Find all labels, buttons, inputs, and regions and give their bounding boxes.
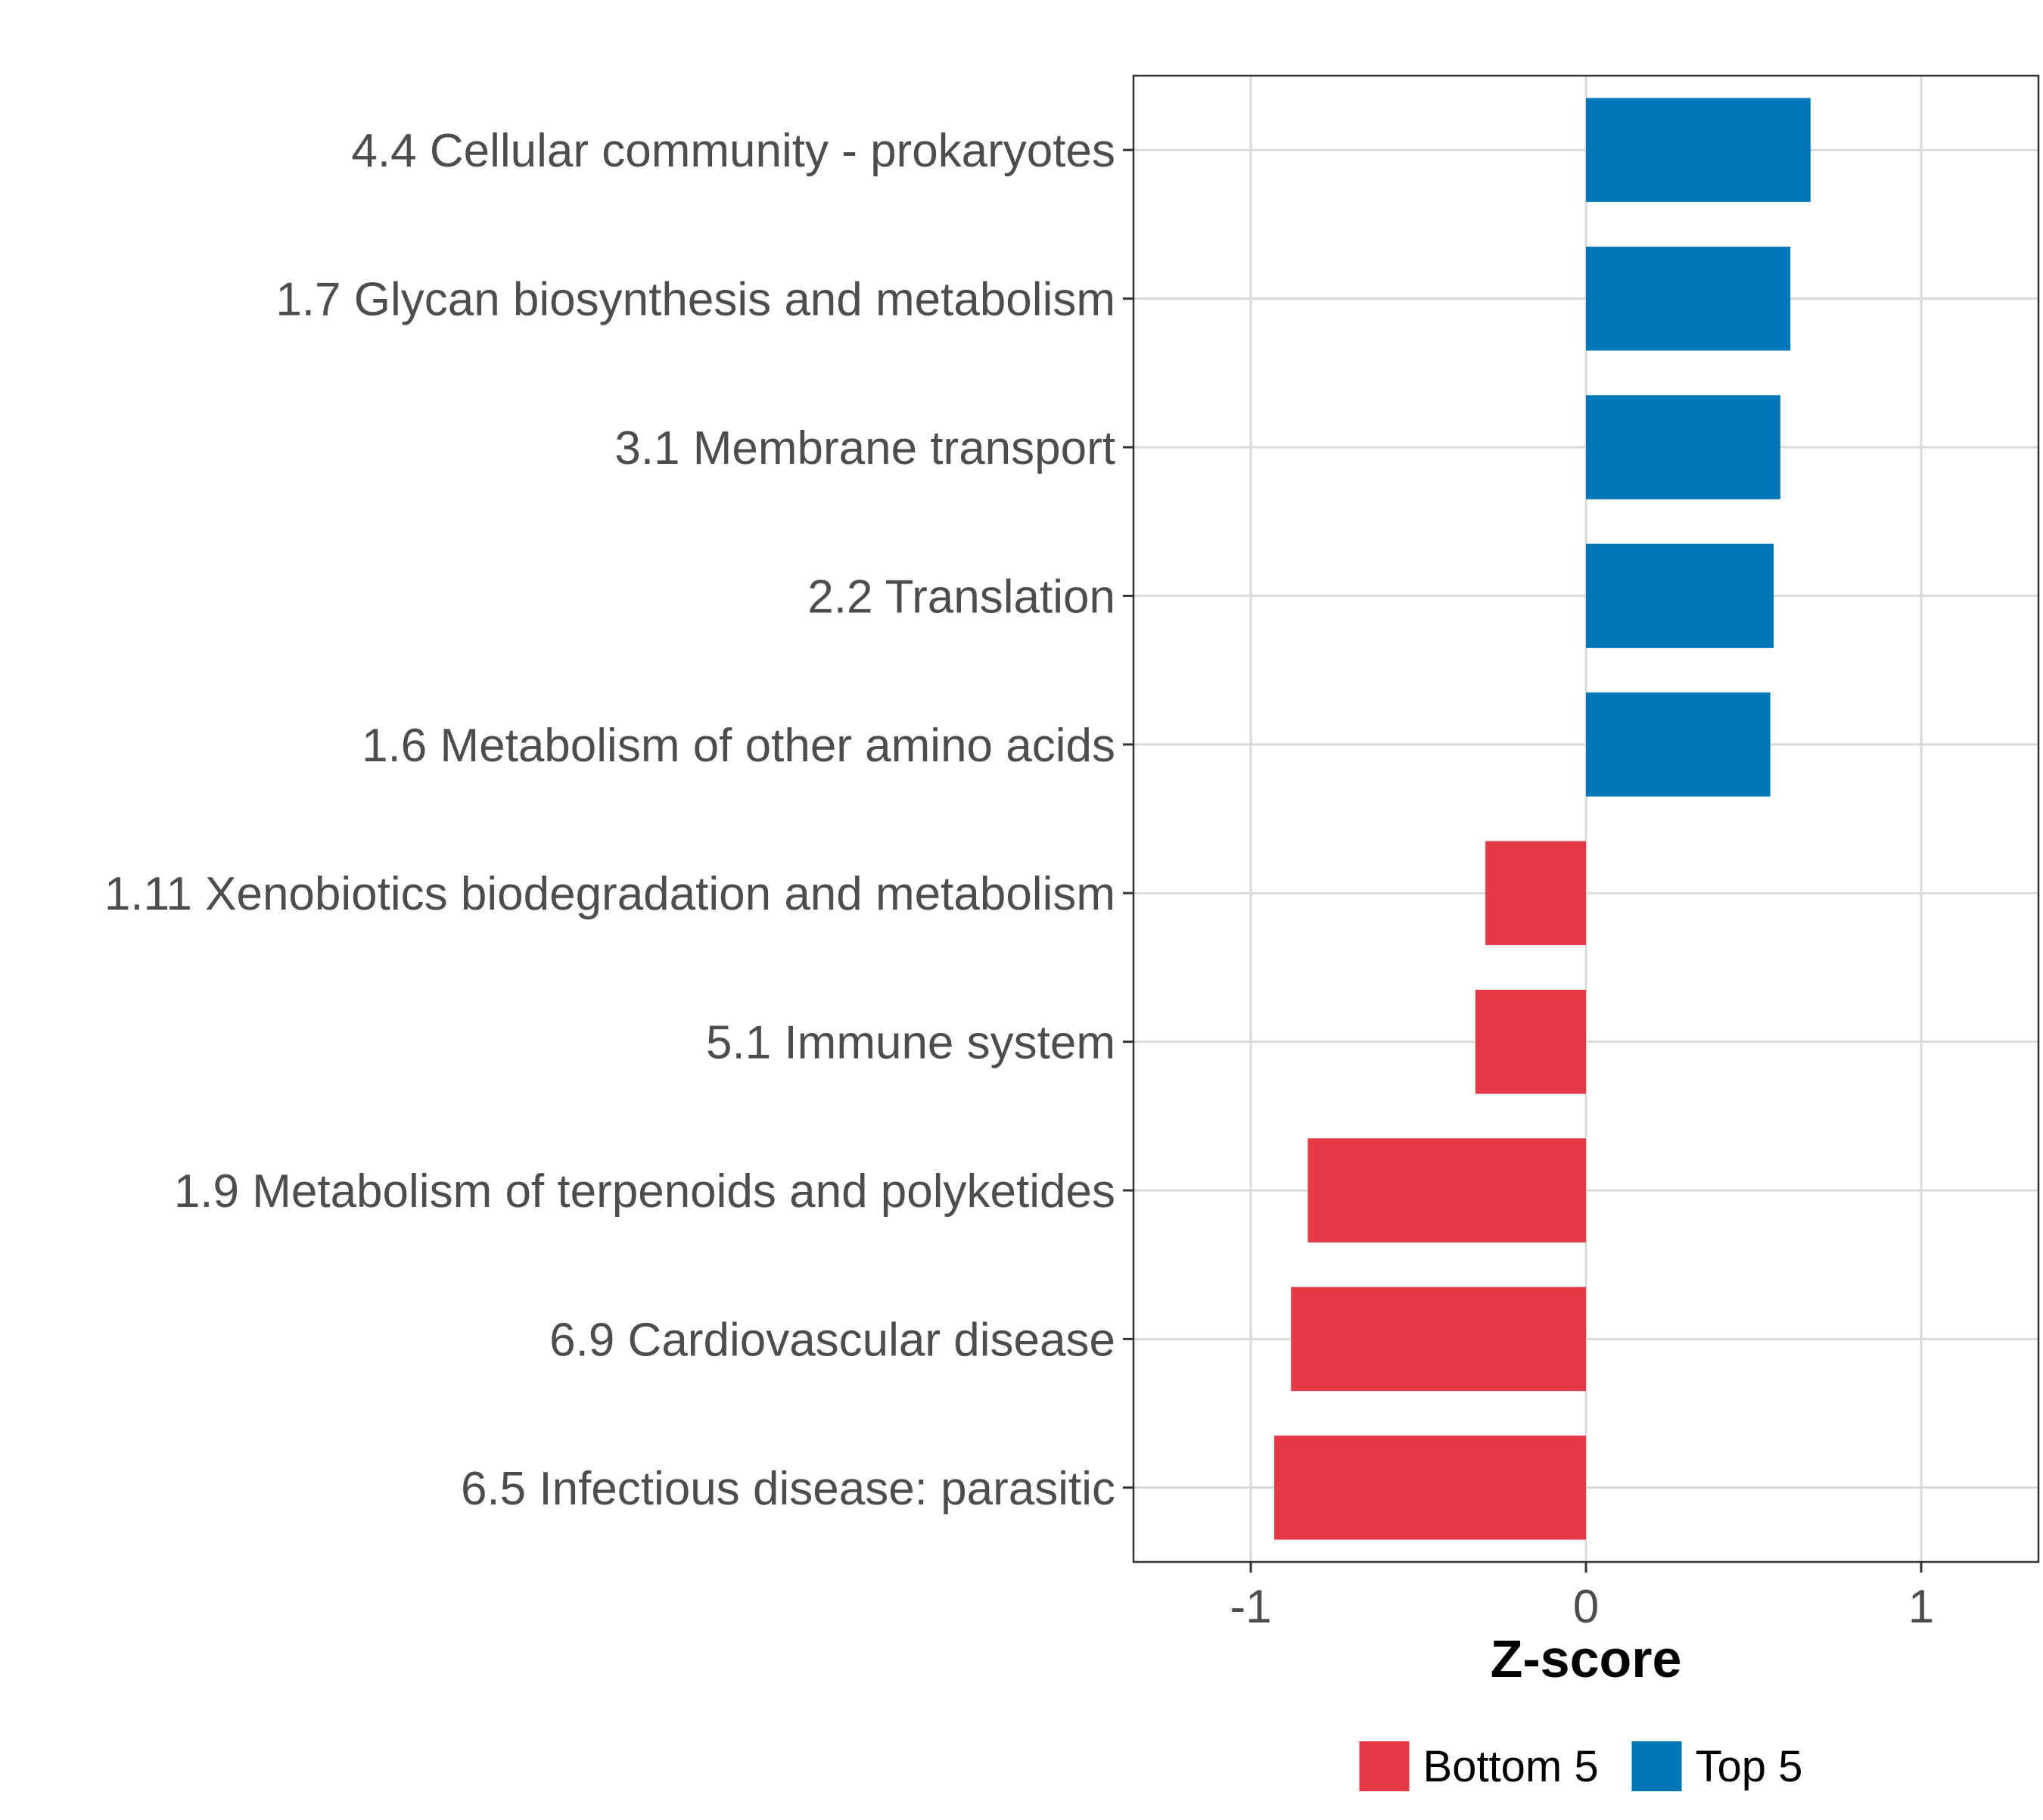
- legend-label: Bottom 5: [1423, 1742, 1599, 1791]
- legend-swatch: [1359, 1741, 1410, 1791]
- bars: [1274, 98, 1811, 1540]
- y-tick-label: 6.5 Infectious disease: parasitic: [461, 1463, 1115, 1515]
- bar-6: [1485, 841, 1586, 945]
- x-tick-label: -1: [1230, 1581, 1271, 1633]
- bar-4: [1586, 543, 1774, 649]
- legend-label: Top 5: [1696, 1742, 1803, 1791]
- legend-item-1: Bottom 5: [1359, 1741, 1599, 1791]
- y-axis: 4.4 Cellular community - prokaryotes 1.7 …: [104, 125, 1133, 1515]
- bar-9: [1291, 1286, 1586, 1392]
- bar-7: [1475, 989, 1586, 1094]
- bar-5: [1586, 692, 1771, 797]
- bar-3: [1586, 395, 1780, 499]
- bar-10: [1274, 1436, 1586, 1540]
- y-tick-label: 1.6 Metabolism of other amino acids: [362, 720, 1115, 772]
- x-axis-title: Z-score: [1491, 1629, 1682, 1688]
- bar-8: [1308, 1138, 1586, 1243]
- bar-1: [1586, 98, 1811, 202]
- x-tick-label: 0: [1573, 1581, 1599, 1633]
- y-tick-label: 3.1 Membrane transport: [614, 422, 1115, 474]
- x-tick-label: 1: [1908, 1581, 1934, 1633]
- y-tick-label: 4.4 Cellular community - prokaryotes: [351, 125, 1115, 177]
- y-tick-label: 1.7 Glycan biosynthesis and metabolism: [275, 274, 1115, 326]
- y-tick-label: 1.11 Xenobiotics biodegradation and meta…: [104, 868, 1115, 920]
- y-tick-label: 1.9 Metabolism of terpenoids and polyket…: [174, 1165, 1115, 1218]
- y-tick-label: 5.1 Immune system: [706, 1017, 1115, 1069]
- legend-swatch: [1631, 1741, 1682, 1791]
- x-axis: -1 0 1: [1230, 1562, 1934, 1633]
- legend-item-2: Top 5: [1631, 1741, 1803, 1791]
- y-tick-label: 6.9 Cardiovascular disease: [549, 1314, 1115, 1366]
- legend: Bottom 5 Top 5: [1359, 1741, 1803, 1791]
- bar-2: [1586, 246, 1791, 351]
- y-tick-label: 2.2 Translation: [807, 571, 1115, 623]
